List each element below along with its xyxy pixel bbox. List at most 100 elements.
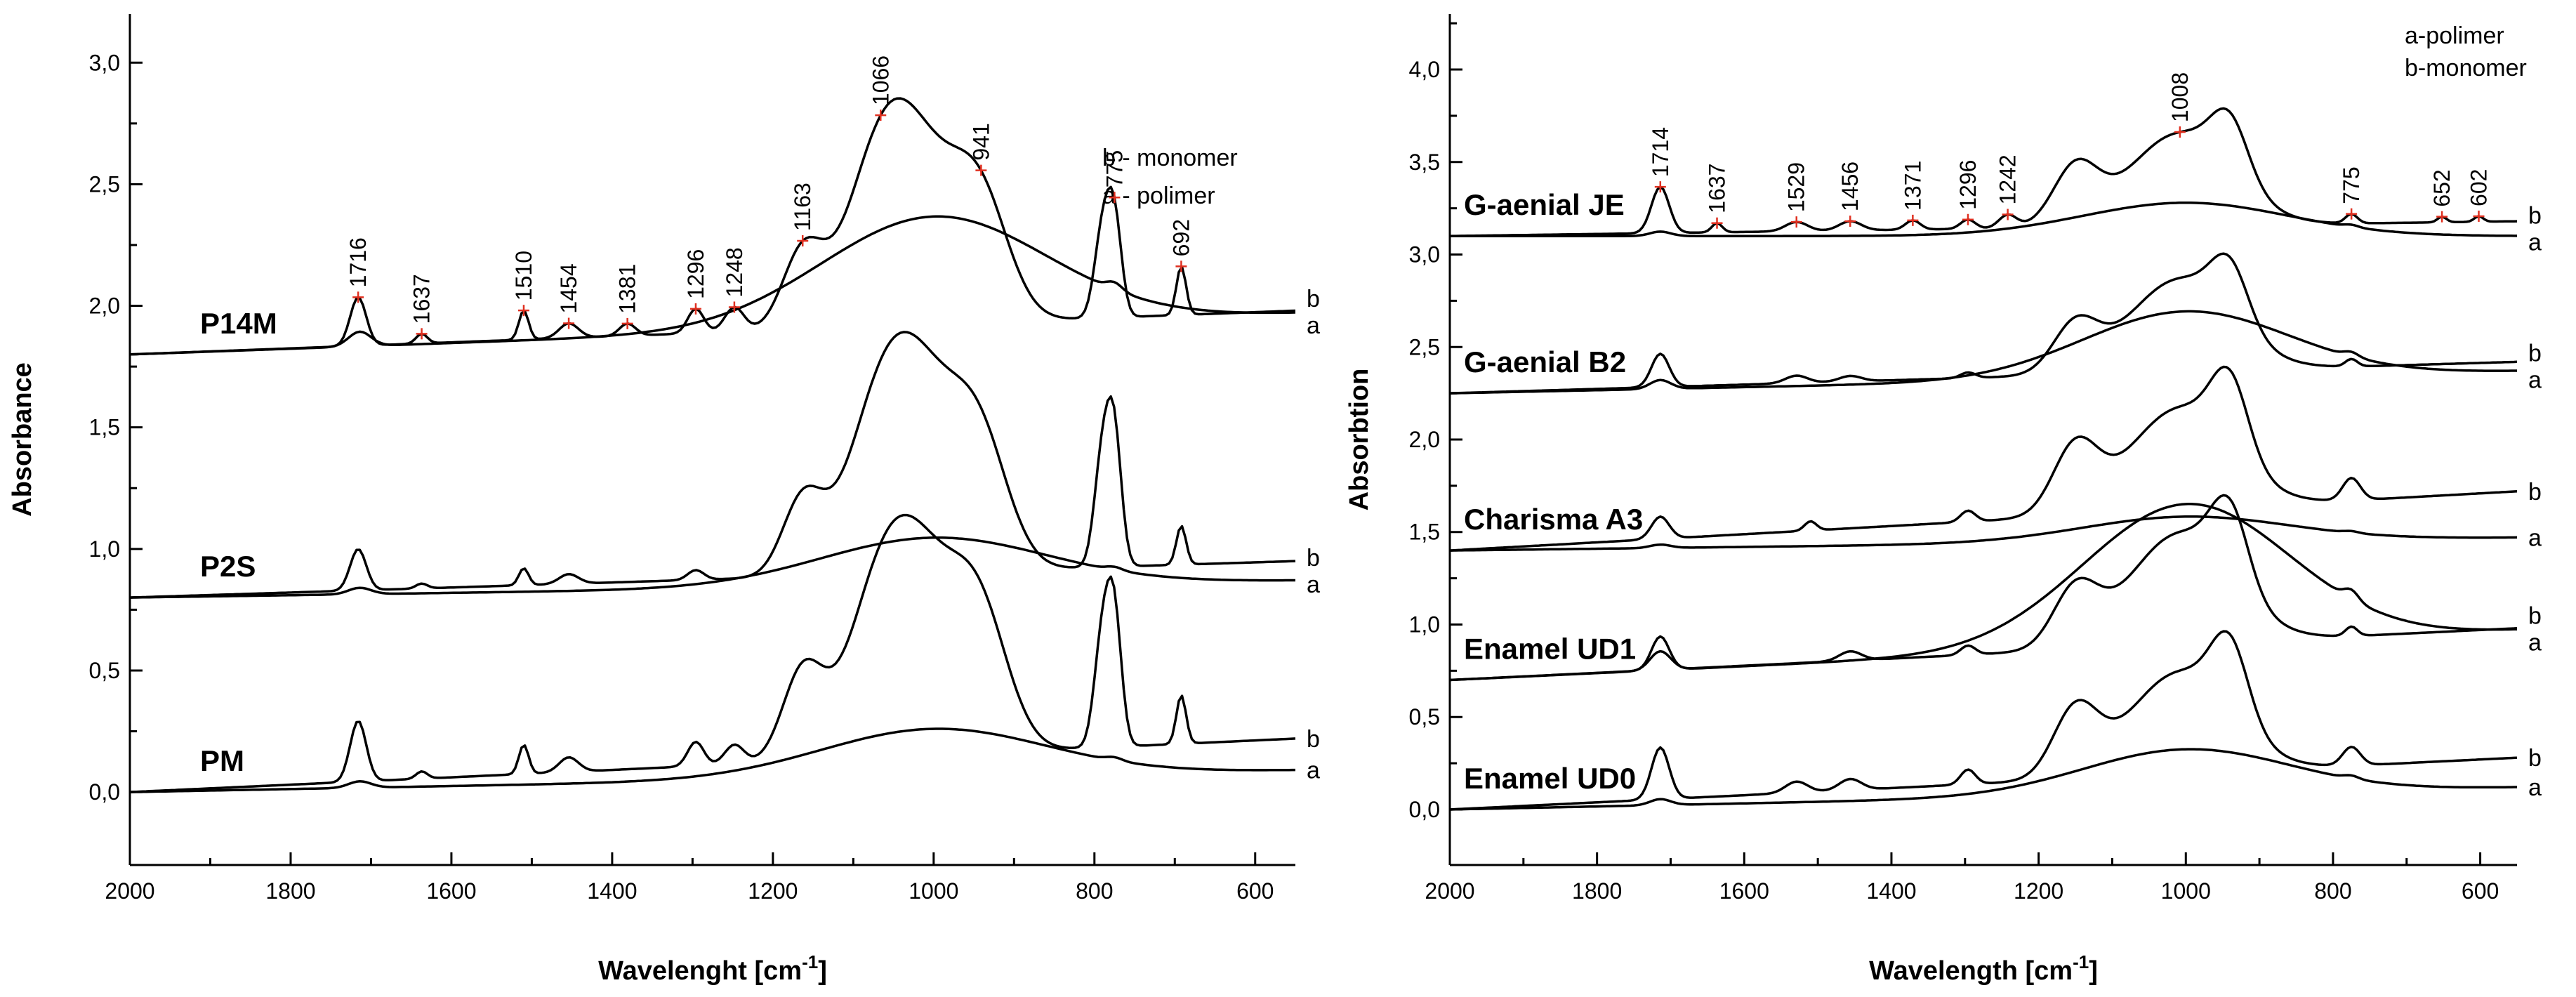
peak-label: 1714 (1648, 127, 1673, 177)
x-tick-label: 600 (1236, 878, 1274, 904)
x-tick-label: 2000 (1425, 878, 1474, 904)
series-name-label: G-aenial B2 (1464, 345, 1626, 378)
x-tick-label: 1200 (2014, 878, 2063, 904)
x-axis-title: Wavelength [cm-1] (1869, 951, 2098, 986)
series-name-label: Charisma A3 (1464, 503, 1643, 536)
series-trace-b (129, 331, 1296, 599)
y-tick-label: 1,0 (89, 536, 120, 562)
series-trace-b (1449, 494, 2518, 682)
series-end-label-a: a (1307, 312, 1320, 339)
legend-entry: a-polimer (2405, 22, 2504, 49)
series-name-label: P2S (200, 550, 256, 583)
series-trace-b (1449, 365, 2518, 552)
series-trace-b (1449, 107, 2518, 237)
y-tick-label: 1,0 (1409, 612, 1440, 637)
series-name-label: P14M (200, 307, 277, 340)
y-tick-label: 2,0 (1409, 427, 1440, 452)
series-end-label-b: b (2528, 745, 2542, 772)
peak-label: 1248 (722, 247, 747, 297)
peak-label: 1456 (1837, 161, 1863, 211)
x-axis-title-sup: -1 (802, 951, 818, 972)
peak-label: 1637 (409, 274, 435, 324)
peak-label: 1008 (2167, 72, 2193, 122)
y-tick-label: 0,5 (1409, 704, 1440, 729)
series-name-label: PM (200, 744, 244, 777)
y-tick-label: 2,5 (89, 171, 120, 197)
series-end-label-a: a (2528, 230, 2542, 256)
peak-label: 941 (968, 123, 993, 160)
x-axis-title-close: ] (818, 956, 827, 986)
series-trace-a (1450, 201, 2517, 237)
series-end-label-a: a (2528, 774, 2542, 801)
x-tick-label: 1800 (265, 878, 315, 904)
x-tick-label: 1800 (1572, 878, 1622, 904)
y-tick-label: 2,0 (89, 293, 120, 319)
series-end-label-b: b (2528, 341, 2542, 367)
x-axis-title-close: ] (2089, 956, 2098, 986)
series-name-label: Enamel UD1 (1464, 633, 1636, 666)
series-trace-a (129, 727, 1295, 793)
x-axis-title-text: Wavelength [cm (1869, 956, 2073, 986)
x-axis-title-sup: -1 (2073, 951, 2089, 972)
series-trace-b (1449, 630, 2518, 811)
x-tick-label: 1600 (1719, 878, 1769, 904)
series-trace-a (1449, 515, 2518, 552)
peak-label: 602 (2466, 169, 2491, 206)
y-tick-label: 0,5 (89, 658, 120, 683)
series-trace-a (1449, 748, 2517, 811)
y-axis-title: Absorbtion (1345, 369, 1374, 511)
series-trace-a (1449, 310, 2517, 395)
legend-entry: b-monomer (2405, 55, 2527, 81)
series-end-label-b: b (1307, 545, 1320, 572)
x-axis-title: Wavelenght [cm-1] (598, 951, 827, 986)
peak-label: 1637 (1705, 164, 1730, 213)
x-tick-label: 1600 (426, 878, 476, 904)
peak-label: 692 (1168, 219, 1194, 256)
peak-label: 1296 (683, 249, 708, 299)
y-tick-label: 1,5 (1409, 520, 1440, 545)
peak-label: 652 (2429, 169, 2455, 206)
x-tick-label: 1400 (587, 878, 637, 904)
y-tick-label: 2,5 (1409, 334, 1440, 359)
series-name-label: G-aenial JE (1464, 188, 1625, 221)
series-end-label-a: a (2528, 367, 2542, 394)
x-tick-label: 1400 (1866, 878, 1916, 904)
series-trace-b (1449, 252, 2518, 395)
x-tick-label: 800 (1076, 878, 1113, 904)
y-axis-title: Absorbance (8, 362, 37, 517)
peak-label: 1510 (511, 251, 536, 301)
peak-label: 775 (2339, 166, 2364, 204)
peak-label: 1296 (1955, 160, 1981, 210)
legend-entry: b - monomer (1102, 145, 1238, 171)
series-trace-b (129, 97, 1296, 356)
y-tick-label: 1,5 (89, 415, 120, 440)
series-end-label-b: b (1307, 726, 1320, 753)
x-tick-label: 600 (2462, 878, 2499, 904)
series-end-label-a: a (2528, 524, 2542, 551)
peak-label: 1381 (615, 264, 640, 314)
peak-label: 1529 (1784, 162, 1809, 212)
series-end-label-a: a (2528, 629, 2542, 656)
x-axis-title-text: Wavelenght [cm (598, 956, 802, 986)
y-tick-label: 3,0 (1409, 242, 1440, 268)
y-tick-label: 3,0 (89, 50, 120, 75)
x-tick-label: 2000 (105, 878, 154, 904)
series-end-label-b: b (1307, 286, 1320, 312)
series-trace-b (129, 513, 1296, 793)
peak-label: 1163 (790, 183, 815, 231)
series-end-label-a: a (1307, 572, 1320, 598)
peak-label: 1454 (556, 263, 581, 313)
legend-entry: a - polimer (1102, 183, 1215, 209)
x-tick-label: 1000 (2161, 878, 2211, 904)
peak-label: 1066 (868, 55, 893, 105)
series-name-label: Enamel UD0 (1464, 762, 1636, 795)
peak-label: 775 (1102, 150, 1127, 187)
series-end-label-b: b (2528, 602, 2542, 629)
x-tick-label: 1200 (748, 878, 798, 904)
series-end-label-b: b (2528, 203, 2542, 230)
x-tick-label: 800 (2314, 878, 2351, 904)
peak-label: 1716 (345, 237, 371, 287)
y-tick-label: 0,0 (1409, 797, 1440, 822)
peak-label: 1371 (1900, 161, 1925, 211)
